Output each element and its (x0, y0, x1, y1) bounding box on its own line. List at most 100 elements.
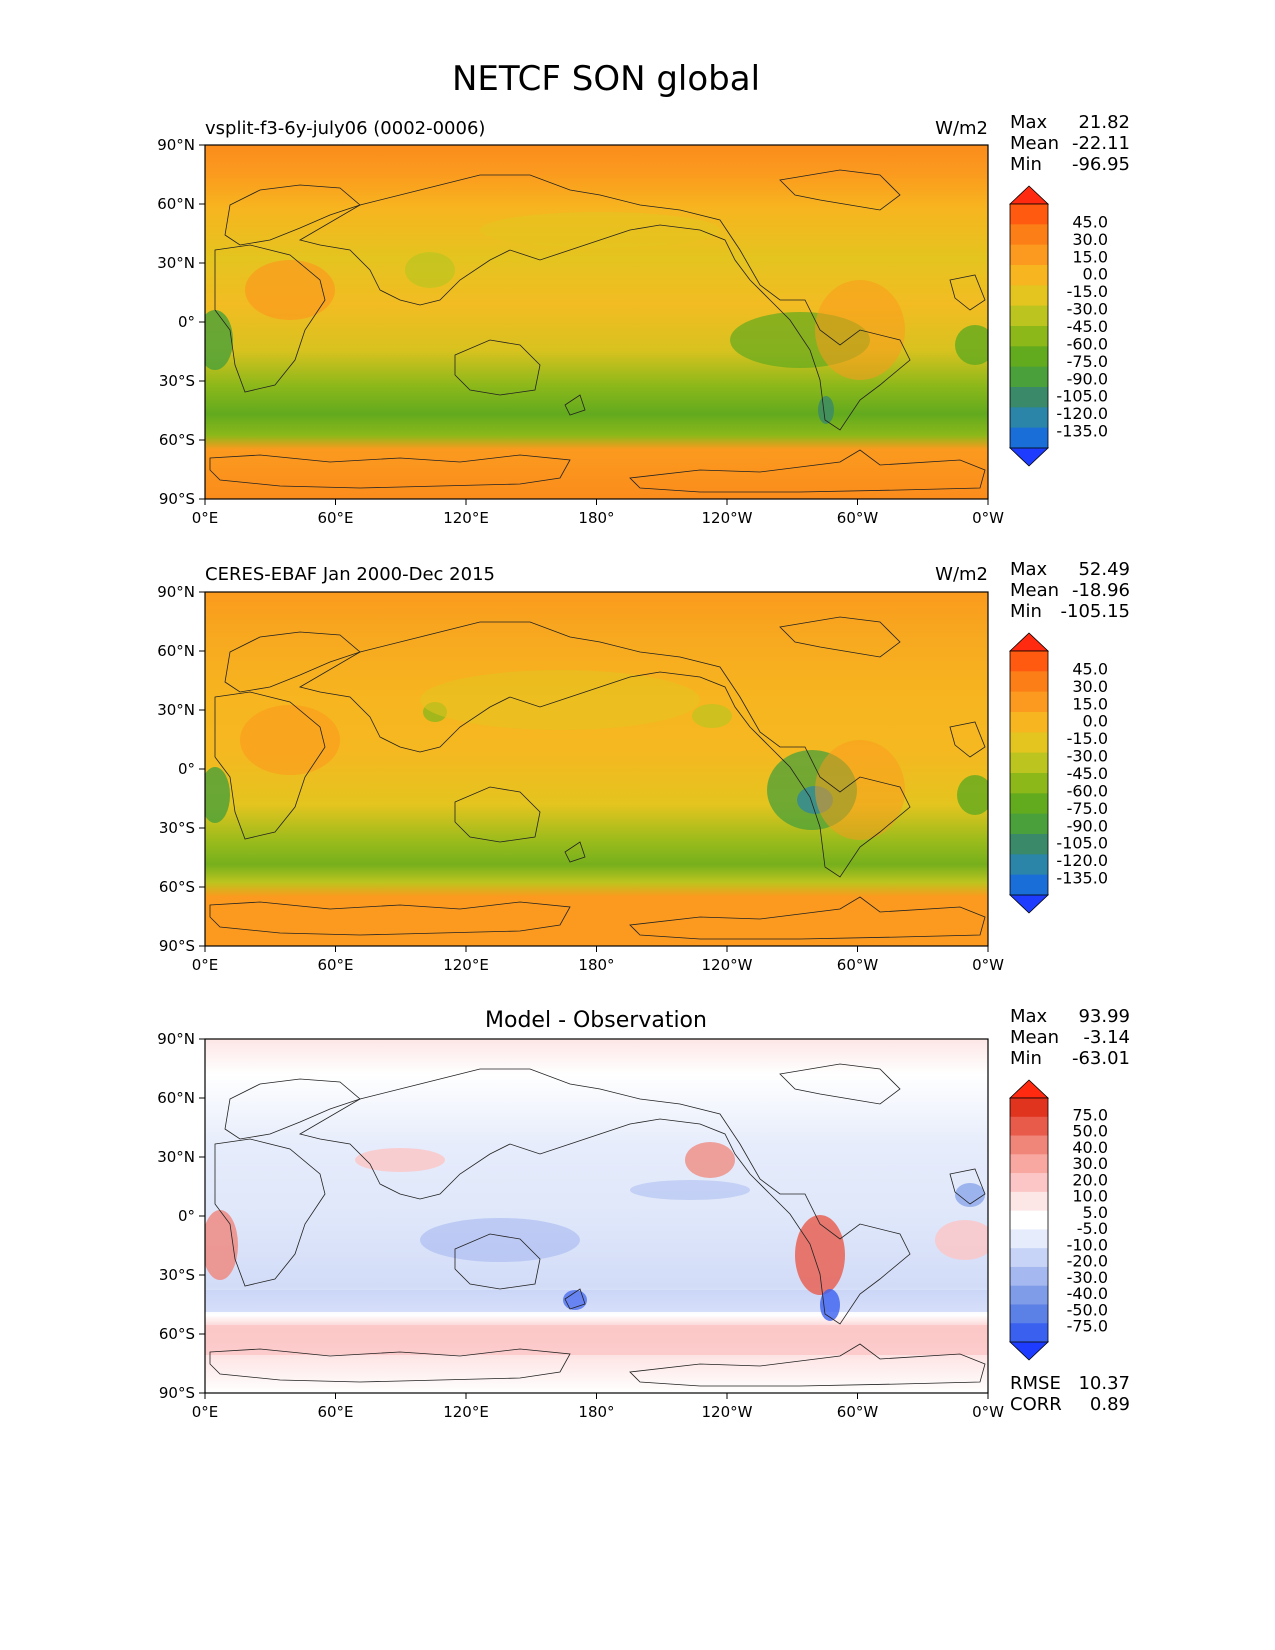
lon-tick-label: 60°E (317, 956, 353, 974)
lat-tick-label: 60°S (159, 1325, 195, 1343)
colorbar-band (1010, 793, 1048, 815)
stat-label-min: Min (1010, 1048, 1042, 1069)
coastlines (209, 169, 986, 493)
stats-block: Max 93.99 Mean -3.14 Min -63.01 (1010, 1006, 1130, 1069)
colorbar-extend-max (1008, 185, 1050, 205)
colorbar-label: -75.0 (1067, 799, 1108, 818)
stat-label-max: Max (1010, 1006, 1048, 1027)
lat-tick-label: 90°N (157, 1030, 195, 1048)
colorbar-frame (1009, 650, 1049, 896)
colorbar-band (1010, 366, 1048, 388)
colorbar-label: 30.0 (1072, 677, 1108, 696)
lat-tick-label: 0° (178, 1207, 195, 1225)
colorbar-label: -75.0 (1067, 1317, 1108, 1336)
lat-tick-label: 30°N (157, 254, 195, 272)
lat-tick-label: 60°N (157, 1089, 195, 1107)
colorbar-label: -40.0 (1067, 1284, 1108, 1303)
colorbar-extend-min (1008, 1341, 1050, 1361)
lon-tick-label: 120°W (702, 1403, 753, 1421)
colorbar-band (1010, 1116, 1048, 1137)
colorbar-band (1010, 752, 1048, 774)
colorbar-label: -15.0 (1067, 282, 1108, 301)
stat-value-mean: -3.14 (1083, 1027, 1130, 1048)
lon-tick-label: 0°E (192, 1403, 219, 1421)
stat-label-max: Max (1010, 112, 1048, 133)
stat-value-min: -96.95 (1072, 154, 1130, 175)
colorbar-label: 30.0 (1072, 230, 1108, 249)
colorbar-band (1010, 874, 1048, 896)
lon-tick-label: 120°E (443, 509, 489, 527)
lat-axis: 90°N 60°N 30°N 0° 30°S 60°S 90°S (157, 136, 205, 508)
colorbar-label: 20.0 (1072, 1170, 1108, 1189)
stat-label-corr: CORR (1010, 1394, 1062, 1415)
lon-tick-label: 180° (578, 1403, 614, 1421)
extra-stats-block: RMSE 10.37 CORR 0.89 (1010, 1373, 1130, 1415)
field-features (205, 670, 988, 840)
colorbar: 45.030.015.00.0-15.0-30.0-45.0-60.0-75.0… (1008, 632, 1108, 914)
colorbar-label: -30.0 (1067, 747, 1108, 766)
stat-label-mean: Mean (1010, 133, 1059, 154)
colorbar-label: 45.0 (1072, 659, 1108, 678)
stat-value-min: -105.15 (1061, 601, 1130, 622)
lon-tick-label: 60°E (317, 1403, 353, 1421)
colorbar-extend-min (1008, 447, 1050, 467)
colorbar-label: 0.0 (1083, 265, 1108, 284)
colorbar-band (1010, 387, 1048, 408)
colorbar-label: -5.0 (1077, 1219, 1108, 1238)
field-features (205, 1142, 988, 1355)
lon-tick-label: 60°W (837, 956, 879, 974)
colorbar-band (1010, 691, 1048, 713)
colorbar-extend-max (1008, 1079, 1050, 1099)
colorbar-band (1010, 244, 1048, 266)
panel-left-title: vsplit-f3-6y-july06 (0002-0006) (205, 118, 485, 139)
lon-tick-label: 0°E (192, 509, 219, 527)
lat-tick-label: 0° (178, 760, 195, 778)
lon-tick-label: 0°E (192, 956, 219, 974)
colorbar-label: 10.0 (1072, 1187, 1108, 1206)
colorbar-band (1010, 1266, 1048, 1287)
colorbar-label: -90.0 (1067, 816, 1108, 835)
colorbar-band (1010, 834, 1048, 855)
colorbar-band (1010, 712, 1048, 733)
colorbar-label: -135.0 (1056, 422, 1108, 441)
lon-tick-label: 120°E (443, 1403, 489, 1421)
colorbar-label: -75.0 (1067, 352, 1108, 371)
colorbar-band (1010, 1154, 1048, 1174)
colorbar-label: 15.0 (1072, 247, 1108, 266)
colorbar-band (1010, 1098, 1048, 1118)
colorbar-label: -60.0 (1067, 781, 1108, 800)
lon-tick-label: 60°E (317, 509, 353, 527)
stat-value-max: 21.82 (1078, 112, 1130, 133)
colorbar-band (1010, 346, 1048, 368)
figure-title: NETCF SON global (452, 59, 760, 99)
colorbar-band (1010, 1285, 1048, 1305)
stat-label-min: Min (1010, 154, 1042, 175)
stats-block: Max 21.82 Mean -22.11 Min -96.95 (1010, 112, 1130, 175)
colorbar-band (1010, 224, 1048, 246)
colorbar-label: -45.0 (1067, 317, 1108, 336)
stat-label-mean: Mean (1010, 580, 1059, 601)
lat-tick-label: 0° (178, 313, 195, 331)
lat-tick-label: 90°N (157, 136, 195, 154)
colorbar-label: -20.0 (1067, 1252, 1108, 1271)
lon-tick-label: 0°W (972, 956, 1004, 974)
colorbar-frame (1009, 1097, 1049, 1343)
colorbar-band (1010, 407, 1048, 429)
lon-tick-label: 60°W (837, 509, 879, 527)
stat-label-rmse: RMSE (1010, 1373, 1061, 1394)
colorbar-band (1010, 651, 1048, 672)
coastlines (209, 1063, 986, 1387)
panel-reference: CERES-EBAF Jan 2000-Dec 2015 W/m2 (157, 559, 1130, 974)
colorbar-band (1010, 1304, 1048, 1324)
lat-tick-label: 90°S (159, 1384, 195, 1402)
colorbar-band (1010, 204, 1048, 225)
colorbar-band (1010, 1323, 1048, 1343)
map-area (205, 145, 988, 499)
stat-value-mean: -18.96 (1072, 580, 1130, 601)
colorbar-label: -120.0 (1056, 404, 1108, 423)
coastlines (209, 616, 986, 940)
colorbar: 75.050.040.030.020.010.05.0-5.0-10.0-20.… (1008, 1079, 1108, 1361)
colorbar-label: -10.0 (1067, 1235, 1108, 1254)
colorbar-band (1010, 1135, 1048, 1155)
